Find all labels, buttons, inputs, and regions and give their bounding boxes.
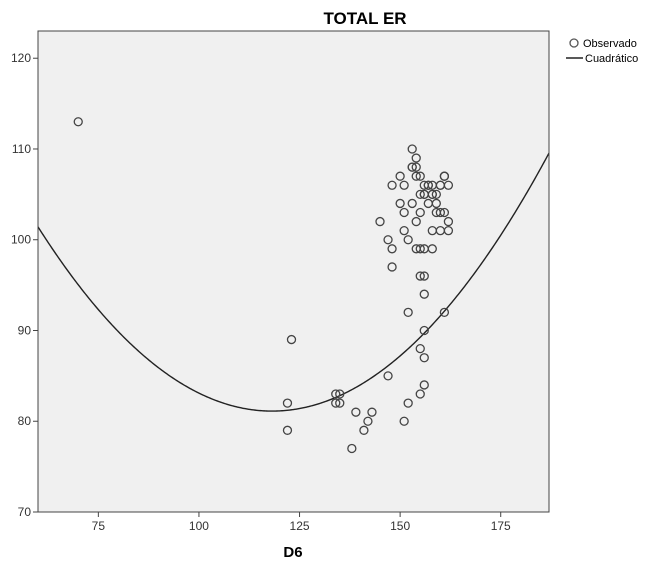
observed-point <box>286 334 297 345</box>
observed-point <box>427 189 437 200</box>
y-tick-label: 90 <box>18 323 32 337</box>
y-tick-label: 70 <box>18 505 32 519</box>
plot-frame <box>37 30 550 513</box>
observed-point <box>419 325 429 336</box>
y-tick-label: 80 <box>18 414 32 428</box>
observed-point <box>335 389 345 399</box>
observed-point <box>443 226 454 236</box>
observed-point <box>351 407 361 417</box>
y-tick-label: 100 <box>11 233 31 247</box>
observed-point <box>419 353 429 363</box>
observed-point <box>411 153 421 163</box>
x-axis: 75 100 125 150 175 <box>92 512 511 533</box>
observed-point <box>363 416 373 426</box>
observed-point <box>375 216 385 227</box>
observed-point <box>399 180 409 190</box>
observed-point <box>415 271 425 281</box>
observed-point <box>419 180 429 190</box>
legend-observed-label: Observado <box>583 38 637 50</box>
observed-point <box>415 389 425 399</box>
legend: Observado Cuadrático <box>566 38 638 65</box>
observed-point <box>415 189 425 200</box>
observed-point <box>415 171 425 181</box>
x-tick-label: 75 <box>92 519 106 533</box>
observed-point <box>439 171 450 181</box>
observed-point <box>282 425 293 435</box>
observed-point <box>431 198 441 209</box>
observed-point <box>331 398 341 408</box>
observed-point <box>331 389 341 399</box>
observed-point <box>419 289 429 299</box>
observed-point <box>411 216 421 227</box>
observed-point <box>407 198 417 209</box>
observed-point <box>399 207 409 218</box>
x-tick-label: 150 <box>390 519 410 533</box>
y-tick-label: 110 <box>12 142 31 156</box>
observed-point <box>411 171 421 181</box>
x-tick-label: 175 <box>491 519 511 533</box>
observed-point <box>347 443 357 454</box>
observed-point <box>383 371 393 381</box>
observed-point <box>387 180 397 190</box>
observed-point <box>403 398 413 408</box>
observed-point <box>419 380 429 390</box>
observed-point <box>395 171 405 181</box>
observed-point <box>415 244 425 254</box>
observed-point <box>403 235 413 245</box>
x-axis-label: D6 <box>283 544 302 561</box>
observed-point <box>407 162 417 172</box>
observed-point <box>431 189 441 200</box>
plot-area <box>38 31 549 512</box>
observed-point <box>419 271 429 281</box>
observed-point <box>443 216 454 227</box>
x-tick-label: 100 <box>189 519 209 533</box>
y-tick-label: 120 <box>11 51 31 65</box>
legend-quadratic-label: Cuadrático <box>585 53 638 65</box>
observed-point <box>73 117 83 127</box>
observed-point <box>411 162 421 172</box>
observed-point <box>387 244 397 254</box>
observed-point <box>395 198 405 209</box>
observed-point <box>419 244 429 254</box>
observed-point <box>435 180 446 190</box>
quadratic-fit-curve <box>38 152 549 412</box>
observed-point <box>282 398 293 408</box>
observed-point <box>415 207 425 218</box>
observed-point <box>335 398 345 408</box>
observed-points-layer <box>73 117 454 454</box>
observed-point <box>387 262 397 272</box>
observed-point <box>435 207 446 218</box>
observed-point <box>439 207 450 218</box>
legend-observed-marker <box>569 38 579 48</box>
observed-point <box>359 425 369 435</box>
observed-point <box>383 235 393 245</box>
observed-point <box>399 226 409 236</box>
x-tick-label: 125 <box>290 519 310 533</box>
fit-curve-layer <box>38 152 549 412</box>
observed-point <box>399 416 409 426</box>
observed-point <box>415 343 425 354</box>
chart-title: TOTAL ER <box>323 9 406 28</box>
observed-point <box>403 307 413 317</box>
observed-point <box>367 407 377 417</box>
observed-point <box>439 307 450 317</box>
observed-point <box>423 180 433 190</box>
observed-point <box>407 144 417 154</box>
y-axis: 70 80 90 100 110 120 <box>11 51 38 519</box>
